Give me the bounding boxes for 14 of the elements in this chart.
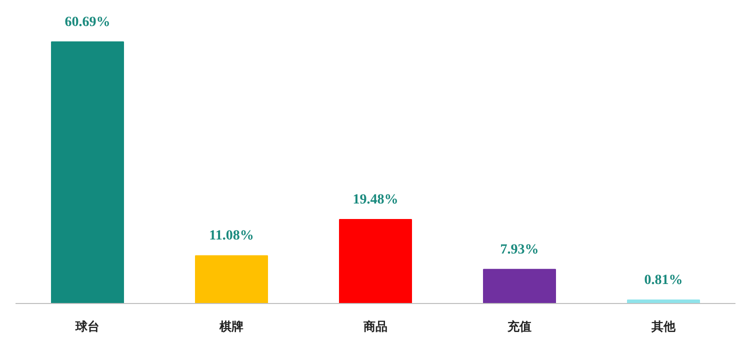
data-label: 60.69% [64, 14, 110, 30]
x-tick-label: 其他 [650, 320, 676, 334]
bar [483, 268, 556, 304]
bar [339, 219, 412, 304]
x-tick-label: 球台 [74, 320, 100, 334]
bar [195, 255, 268, 304]
data-label: 0.81% [644, 273, 683, 288]
bar [51, 41, 124, 304]
x-tick-label: 商品 [362, 320, 388, 334]
x-tick-label: 充值 [506, 320, 532, 334]
data-label: 19.48% [352, 192, 398, 208]
data-label: 7.93% [500, 242, 539, 258]
data-label: 11.08% [209, 228, 254, 244]
x-tick-label: 棋牌 [218, 320, 244, 334]
